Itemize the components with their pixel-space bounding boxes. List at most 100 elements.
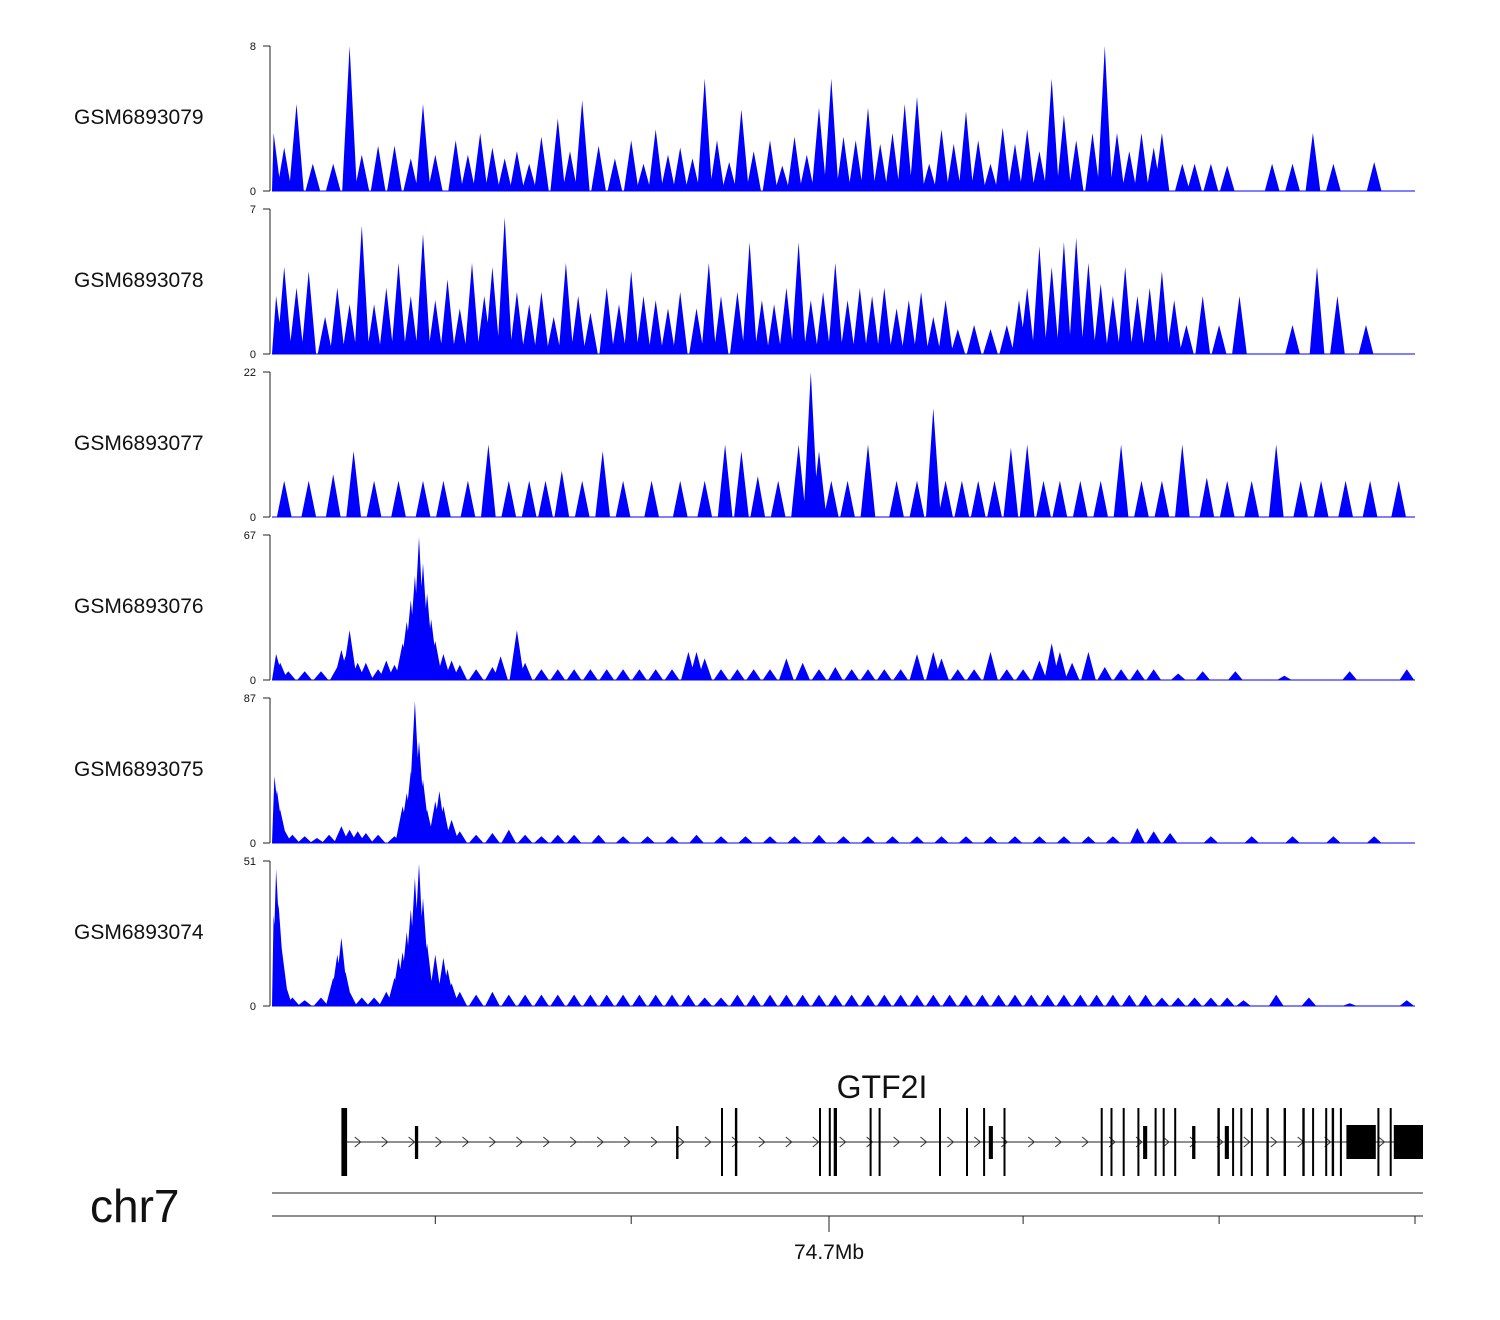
exon — [966, 1108, 968, 1176]
strand-chevron — [839, 1136, 847, 1148]
exon — [988, 1126, 993, 1159]
exon — [983, 1108, 986, 1176]
track-label: GSM6893079 — [74, 106, 204, 129]
exon — [1217, 1108, 1220, 1176]
track-label: GSM6893074 — [74, 921, 204, 944]
coverage-tracks: GSM689307980GSM689307870GSM6893077220GSM… — [74, 41, 1415, 1013]
strand-chevron — [731, 1136, 739, 1148]
track-GSM6893076: GSM6893076 67 0 — [74, 530, 1415, 687]
y-tick-label-min: 0 — [250, 675, 256, 687]
track-label: GSM6893076 — [74, 595, 204, 618]
exon — [676, 1126, 679, 1159]
y-tick-label-min: 0 — [250, 349, 256, 361]
y-tick-label-min: 0 — [250, 838, 256, 850]
exon — [341, 1108, 348, 1176]
gene-label: GTF2I — [837, 1069, 928, 1105]
track-label: GSM6893075 — [74, 758, 204, 781]
y-tick-label-max: 51 — [244, 856, 256, 868]
gene-model — [341, 1108, 1423, 1176]
y-tick-label-max: 8 — [250, 41, 256, 53]
exon — [1192, 1126, 1196, 1159]
exon — [1331, 1108, 1335, 1176]
y-tick-label-max: 87 — [244, 693, 256, 705]
exon — [1154, 1108, 1157, 1176]
strand-chevron — [623, 1136, 631, 1148]
strand-chevron — [758, 1136, 766, 1148]
strand-chevron — [354, 1136, 362, 1148]
track-GSM6893075: GSM6893075 87 0 — [74, 693, 1415, 850]
strand-chevron — [408, 1136, 416, 1148]
exon — [1100, 1108, 1103, 1176]
strand-chevron — [516, 1136, 524, 1148]
strand-chevron — [920, 1136, 928, 1148]
exon — [1389, 1108, 1392, 1176]
exon — [1240, 1108, 1243, 1176]
track-GSM6893077: GSM6893077 22 0 — [74, 367, 1415, 524]
exon — [1339, 1108, 1342, 1176]
strand-chevron — [462, 1136, 470, 1148]
exon — [1224, 1126, 1229, 1159]
strand-chevron — [974, 1136, 982, 1148]
chromosome-label: chr7 — [90, 1180, 179, 1232]
strand-chevron — [489, 1136, 497, 1148]
exon — [1302, 1108, 1305, 1176]
strand-chevron — [866, 1136, 874, 1148]
exon — [869, 1108, 872, 1176]
exon — [1250, 1108, 1253, 1176]
exon — [878, 1108, 881, 1176]
exon — [833, 1108, 837, 1176]
strand-chevron — [435, 1136, 443, 1148]
y-tick-label-min: 0 — [250, 186, 256, 198]
strand-chevron — [1378, 1136, 1386, 1148]
strand-chevron — [1270, 1136, 1278, 1148]
exon — [1377, 1108, 1380, 1176]
coverage-area — [272, 701, 1382, 843]
track-GSM6893079: GSM6893079 8 0 — [74, 41, 1415, 198]
y-tick-label-max: 67 — [244, 530, 256, 542]
strand-chevron — [812, 1136, 820, 1148]
strand-chevron — [1001, 1136, 1009, 1148]
strand-chevron — [1243, 1136, 1251, 1148]
genome-axis: chr7 74.7Mb — [90, 1180, 1423, 1264]
exon — [1137, 1108, 1140, 1176]
y-tick-label-max: 22 — [244, 367, 256, 379]
exon — [1162, 1108, 1165, 1176]
exon — [1283, 1108, 1286, 1176]
coverage-area — [272, 863, 1415, 1006]
strand-chevron — [893, 1136, 901, 1148]
exon — [828, 1108, 831, 1176]
strand-chevron — [947, 1136, 955, 1148]
exon — [1325, 1108, 1328, 1176]
track-label: GSM6893077 — [74, 432, 204, 455]
coverage-area — [276, 372, 1406, 517]
coverage-area — [272, 537, 1415, 680]
strand-chevron — [1054, 1136, 1063, 1148]
track-GSM6893074: GSM6893074 51 0 — [74, 856, 1415, 1013]
strand-chevron — [785, 1136, 793, 1148]
exon — [1174, 1108, 1177, 1176]
strand-chevron — [650, 1136, 658, 1148]
strand-chevron — [677, 1136, 685, 1148]
exon — [1312, 1108, 1315, 1176]
exon — [1143, 1126, 1148, 1159]
exon — [1266, 1108, 1269, 1176]
strand-chevron — [569, 1136, 578, 1148]
exon — [1003, 1108, 1006, 1176]
y-tick-label-min: 0 — [250, 1001, 256, 1013]
exon — [819, 1108, 821, 1176]
track-label: GSM6893078 — [74, 269, 204, 292]
exon — [721, 1108, 723, 1176]
strand-chevron — [1027, 1136, 1036, 1148]
exon — [1393, 1125, 1423, 1159]
strand-chevron — [1162, 1136, 1170, 1148]
y-tick-label-max: 7 — [250, 204, 256, 216]
coverage-area — [272, 217, 1374, 354]
axis-ticks — [434, 1216, 1416, 1232]
coverage-area — [272, 46, 1382, 191]
strand-chevron — [542, 1136, 551, 1148]
strand-chevron — [381, 1136, 389, 1148]
strand-chevron — [1189, 1136, 1197, 1148]
axis-position-label: 74.7Mb — [794, 1241, 864, 1264]
exon — [939, 1108, 941, 1176]
